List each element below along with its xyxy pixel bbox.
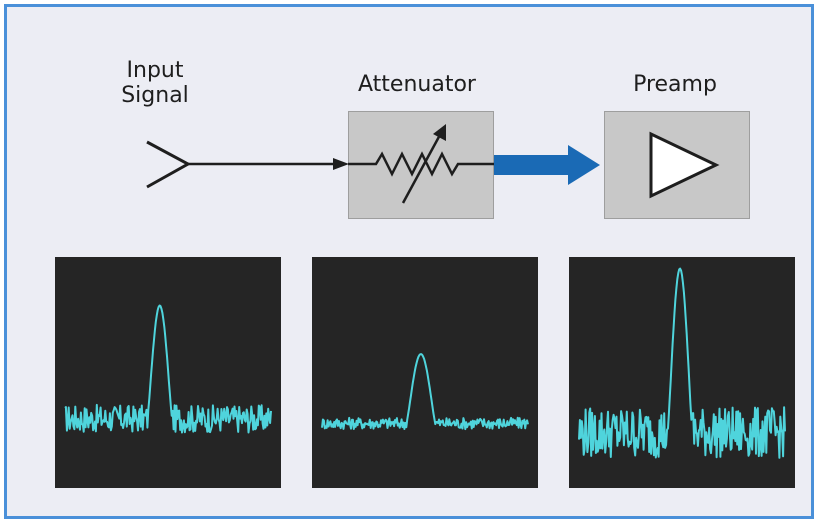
attenuator-block (348, 111, 494, 219)
spectrum-trace-attenuated (321, 353, 529, 431)
spectrum-panel-input (55, 257, 281, 488)
spectrum-trace-input (64, 304, 272, 434)
spectrum-panel-attenuated (312, 257, 538, 488)
trace-line (64, 304, 272, 434)
spectrum-panel-amplified (569, 257, 795, 488)
trace-line (578, 267, 786, 459)
preamp-block (604, 111, 750, 219)
input-label-line2: Signal (121, 83, 189, 108)
input-signal-label: Input Signal (110, 58, 200, 108)
spectrum-trace-amplified (578, 267, 786, 459)
amplifier-triangle-icon (649, 131, 720, 199)
blue-connector-arrow (494, 145, 600, 185)
trace-line (321, 353, 529, 431)
attenuator-label: Attenuator (358, 72, 476, 97)
preamp-label: Preamp (633, 72, 717, 97)
antenna-icon (146, 140, 192, 189)
input-arrowhead (333, 158, 349, 170)
variable-resistor-icon (348, 124, 494, 204)
input-label-line1: Input (126, 58, 184, 83)
